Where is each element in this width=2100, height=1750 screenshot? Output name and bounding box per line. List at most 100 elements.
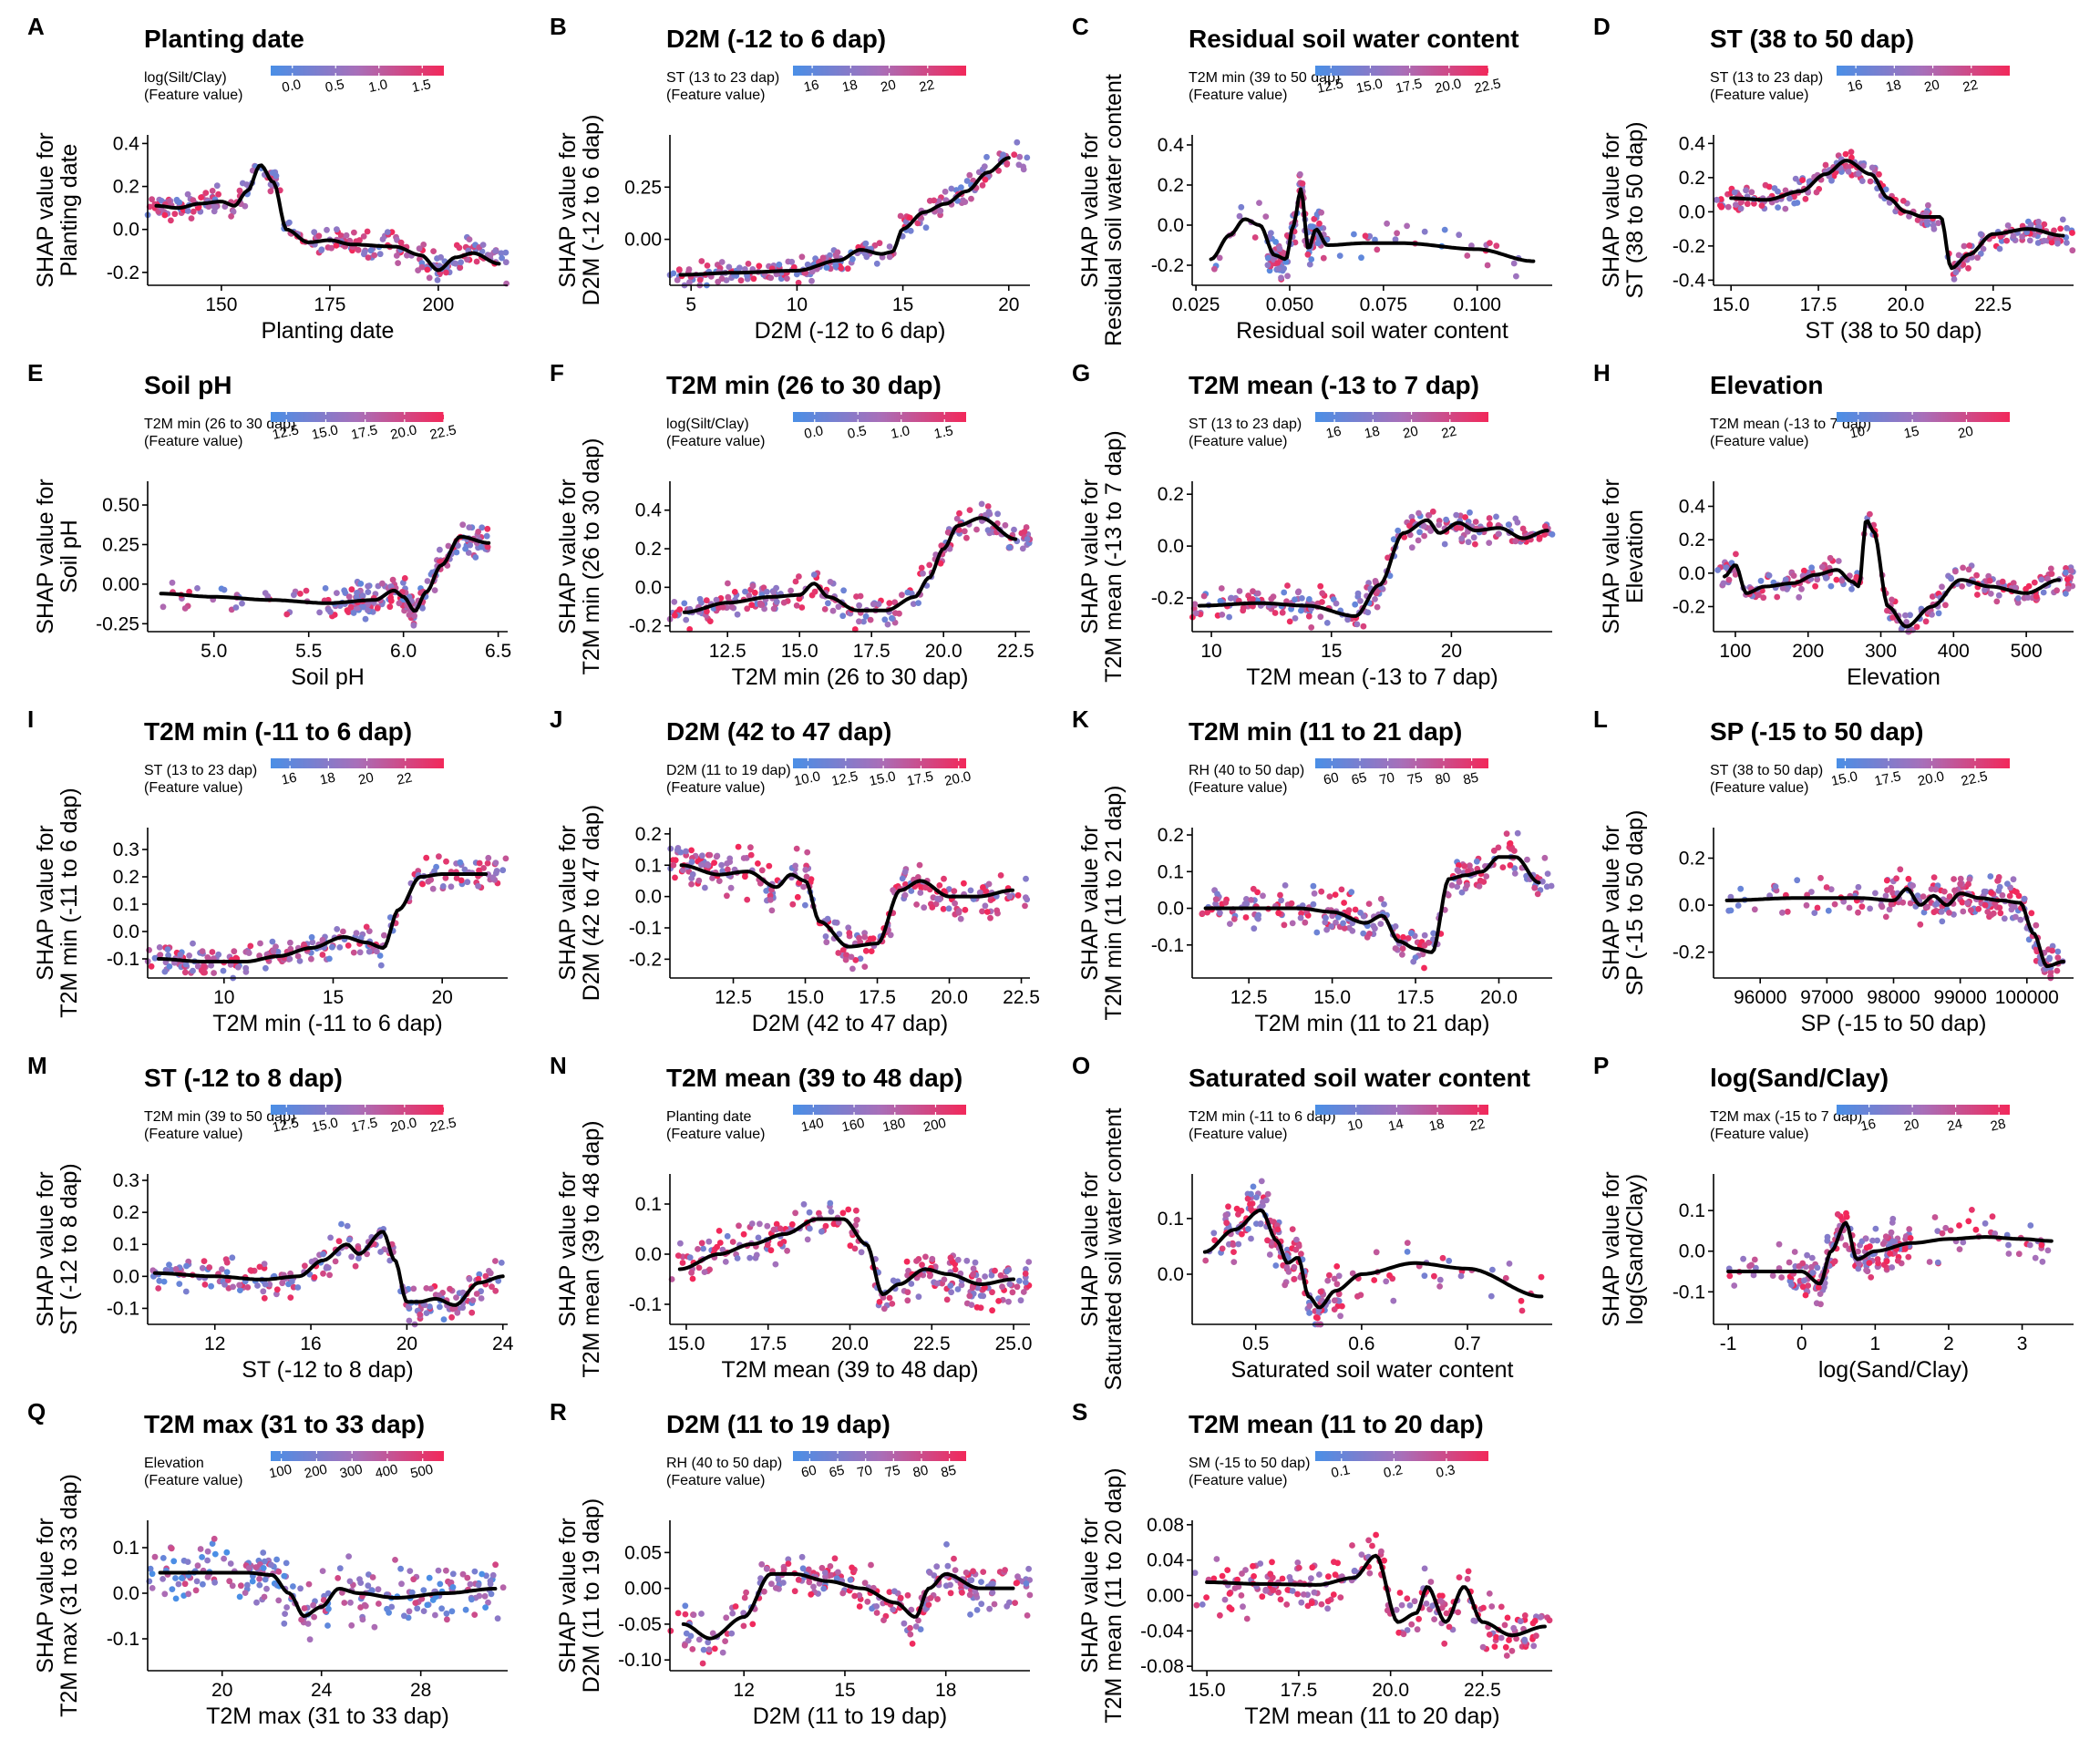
scatter-point xyxy=(955,527,962,533)
scatter-point xyxy=(2047,565,2054,572)
y-axis-title-line2: D2M (11 to 19 dap) xyxy=(579,1498,604,1693)
scatter-point xyxy=(1264,1190,1271,1198)
scatter-point xyxy=(351,229,357,236)
x-tick-label: 20 xyxy=(1441,641,1462,662)
y-tick-label: 0.50 xyxy=(102,495,139,516)
scatter-point xyxy=(1024,1612,1031,1619)
scatter-point xyxy=(1901,1246,1909,1252)
scatter-point xyxy=(777,1225,784,1232)
scatter-point xyxy=(1408,930,1415,937)
scatter-point xyxy=(365,589,372,595)
scatter-point xyxy=(1024,154,1031,161)
scatter-point xyxy=(688,880,695,888)
color-legend: ST (38 to 50 dap)(Feature value) 15.0 17.5… xyxy=(1710,758,2010,796)
y-axis-title-line2: ST (-12 to 8 dap) xyxy=(57,1163,82,1335)
scatter-point xyxy=(756,262,763,270)
scatter-point xyxy=(346,1578,354,1585)
scatter-point xyxy=(1004,160,1011,167)
scatter-point xyxy=(479,524,486,531)
scatter-point xyxy=(804,849,811,856)
scatter-point xyxy=(1960,261,1967,268)
scatter-point xyxy=(745,261,752,267)
scatter-point xyxy=(1939,583,1945,591)
x-tick-label: 22.5 xyxy=(1974,294,2012,315)
scatter-point xyxy=(493,868,500,874)
scatter-point xyxy=(365,582,371,590)
scatter-point xyxy=(263,1585,270,1592)
scatter-point xyxy=(256,1263,263,1271)
scatter-point xyxy=(406,1608,413,1615)
scatter-point xyxy=(1986,577,1993,584)
scatter-point xyxy=(1493,513,1499,520)
scatter-point xyxy=(792,1210,798,1217)
scatter-point xyxy=(718,861,725,869)
scatter-point xyxy=(1914,217,1921,223)
scatter-point xyxy=(1219,612,1226,618)
scatter-point xyxy=(968,195,974,202)
scatter-point xyxy=(2014,599,2022,606)
scatter-point xyxy=(1456,879,1463,885)
scatter-point xyxy=(468,1309,476,1316)
scatter-point xyxy=(420,1587,427,1593)
scatter-point xyxy=(410,622,417,629)
scatter-point xyxy=(1746,1262,1753,1270)
scatter-point xyxy=(2041,237,2048,244)
scatter-point xyxy=(1973,571,1981,579)
scatter-point xyxy=(478,1295,485,1302)
y-axis-title-line1: SHAP value for xyxy=(1599,825,1624,980)
scatter-point xyxy=(1486,515,1493,521)
scatter-point xyxy=(420,242,427,248)
y-axis-title-line1: SHAP value for xyxy=(33,132,58,287)
legend-subtitle: (Feature value) xyxy=(666,1127,766,1142)
scatter-point xyxy=(800,1200,808,1208)
x-axis-title: SP (-15 to 50 dap) xyxy=(1801,1011,1987,1036)
scatter-point xyxy=(1404,1249,1411,1255)
y-axis-title-line1: SHAP value for xyxy=(555,1518,581,1673)
scatter-point xyxy=(192,1587,200,1594)
scatter-point xyxy=(1740,1255,1746,1262)
scatter-point xyxy=(966,507,973,513)
scatter-point xyxy=(1354,621,1361,628)
scatter-point xyxy=(1308,624,1315,631)
y-axis-title-line2: SP (-15 to 50 dap) xyxy=(1622,810,1648,996)
scatter-point xyxy=(995,1298,1002,1304)
scatter-point xyxy=(1897,866,1904,873)
y-axis-title-line1: SHAP value for xyxy=(555,479,581,633)
scatter-point xyxy=(443,858,449,865)
scatter-point xyxy=(1867,178,1874,185)
scatter-point xyxy=(811,588,818,595)
scatter-point xyxy=(1801,1277,1807,1284)
scatter-point xyxy=(1868,1274,1875,1281)
scatter-point xyxy=(1733,551,1739,558)
y-axis-title-line2: log(Sand/Clay) xyxy=(1622,1174,1648,1324)
scatter-point xyxy=(149,196,156,203)
y-axis-title-line1: SHAP value for xyxy=(555,132,581,287)
y-axis-title-line2: T2M min (26 to 30 dap) xyxy=(579,438,604,675)
scatter-point xyxy=(1374,246,1381,253)
scatter-point xyxy=(706,618,714,624)
scatter-point xyxy=(1381,901,1387,908)
scatter-point xyxy=(419,604,426,612)
scatter-point xyxy=(764,588,770,595)
scatter-point xyxy=(947,1581,953,1589)
legend-subtitle: (Feature value) xyxy=(144,88,243,103)
scatter-point xyxy=(700,1646,707,1653)
scatter-point xyxy=(695,1264,703,1271)
scatter-point xyxy=(1956,1222,1962,1229)
scatter-point xyxy=(1243,901,1251,907)
scatter-point xyxy=(1016,153,1024,160)
legend-tick-label: 22.5 xyxy=(1960,768,1989,789)
scatter-point xyxy=(228,213,234,220)
y-tick-label: 0.2 xyxy=(113,1202,139,1223)
scatter-point xyxy=(1548,882,1555,890)
scatter-point xyxy=(406,612,413,618)
scatter-point xyxy=(489,1571,497,1579)
scatter-point xyxy=(1476,883,1483,890)
scatter-point xyxy=(215,190,222,198)
scatter-point xyxy=(926,561,933,569)
legend-tick-label: 20 xyxy=(1902,1117,1920,1135)
y-axis-title-line2: Saturated soil water content xyxy=(1101,1107,1127,1390)
legend-subtitle: (Feature value) xyxy=(1710,780,1809,796)
